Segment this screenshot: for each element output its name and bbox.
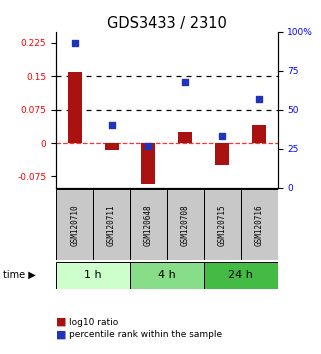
Bar <box>130 189 167 260</box>
Bar <box>93 189 130 260</box>
Title: GDS3433 / 2310: GDS3433 / 2310 <box>107 16 227 31</box>
Point <box>183 79 188 85</box>
Bar <box>56 262 130 289</box>
Bar <box>204 262 278 289</box>
Text: ■: ■ <box>56 330 67 339</box>
Point <box>220 133 225 139</box>
Text: GSM120716: GSM120716 <box>255 204 264 246</box>
Bar <box>130 262 204 289</box>
Text: GSM120648: GSM120648 <box>144 204 153 246</box>
Text: GSM120710: GSM120710 <box>70 204 79 246</box>
Bar <box>252 125 266 143</box>
Bar <box>167 189 204 260</box>
Point <box>72 40 77 46</box>
Bar <box>204 189 241 260</box>
Text: ■: ■ <box>56 317 67 327</box>
Text: GSM120711: GSM120711 <box>107 204 116 246</box>
Point <box>109 122 114 128</box>
Text: GSM120708: GSM120708 <box>181 204 190 246</box>
Text: 4 h: 4 h <box>158 270 176 280</box>
Text: 24 h: 24 h <box>228 270 253 280</box>
Text: 1 h: 1 h <box>84 270 102 280</box>
Bar <box>178 132 192 143</box>
Bar <box>142 143 155 184</box>
Text: log10 ratio: log10 ratio <box>69 318 118 327</box>
Point <box>256 96 262 102</box>
Bar <box>105 143 118 150</box>
Bar <box>241 189 278 260</box>
Bar <box>68 72 82 143</box>
Text: GSM120715: GSM120715 <box>218 204 227 246</box>
Bar <box>56 189 93 260</box>
Text: time ▶: time ▶ <box>3 270 36 280</box>
Text: percentile rank within the sample: percentile rank within the sample <box>69 330 222 339</box>
Bar <box>215 143 229 165</box>
Point <box>146 143 151 148</box>
